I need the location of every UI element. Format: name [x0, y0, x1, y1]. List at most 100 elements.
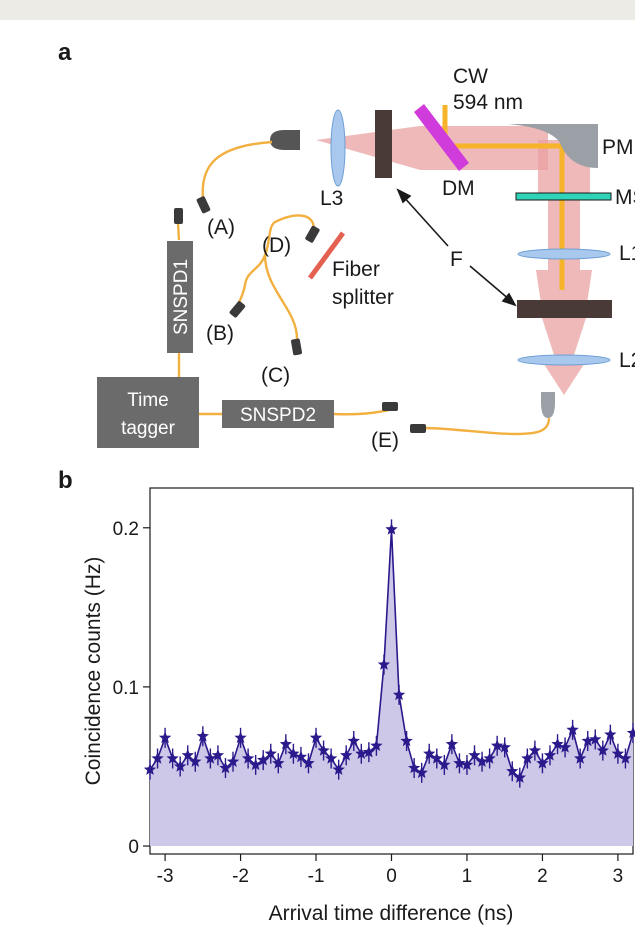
data-point — [574, 752, 587, 764]
dichroic-mirror — [414, 104, 469, 171]
data-point — [302, 756, 315, 769]
data-point — [626, 726, 635, 739]
fiber-splitter-label-2: splitter — [332, 286, 394, 309]
area-fill — [150, 529, 633, 847]
lens-l2 — [517, 354, 611, 366]
data-point — [324, 752, 338, 764]
fiber-coupler-collection — [270, 130, 300, 150]
data-point — [143, 763, 157, 775]
data-point — [196, 729, 209, 742]
data-point — [317, 744, 330, 756]
filter-arrows — [396, 188, 517, 307]
ms-label: MS — [615, 186, 635, 209]
y-tick-label: 0.2 — [113, 519, 139, 540]
data-point — [355, 747, 368, 759]
data-point — [460, 758, 474, 771]
x-tick-label: 1 — [462, 866, 473, 887]
lens-l1 — [517, 248, 611, 260]
top-band — [0, 0, 635, 20]
fiber-connectors — [174, 196, 426, 433]
data-point — [438, 758, 451, 771]
data-point — [166, 752, 179, 764]
lens-l3 — [330, 109, 346, 187]
data-point — [219, 761, 232, 774]
snspd1-label: SNSPD1 — [171, 259, 192, 335]
data-point — [287, 747, 300, 759]
snspd2-label: SNSPD2 — [240, 405, 316, 426]
data-point — [151, 752, 164, 764]
data-point — [400, 734, 413, 747]
data-point — [264, 747, 277, 759]
data-point — [536, 756, 549, 769]
data-point — [211, 748, 225, 761]
data-point — [445, 737, 459, 750]
snspd1-box — [167, 241, 193, 353]
data-point — [543, 748, 557, 761]
x-tick-label: 2 — [537, 866, 548, 887]
axes: -3 -2 -1 0 1 2 3 0 0.1 0.2 — [113, 519, 624, 887]
x-tick-label: 0 — [386, 866, 397, 887]
label-e: (E) — [371, 429, 399, 452]
data-point — [204, 752, 217, 764]
data-point — [241, 752, 255, 764]
data-point — [332, 763, 345, 775]
data-point — [362, 745, 375, 758]
f-label: F — [450, 248, 463, 271]
data-point — [430, 752, 443, 764]
cw-label: CW — [453, 65, 488, 88]
fiber-splitter — [307, 231, 346, 280]
data-point — [189, 755, 202, 767]
dm-label: DM — [442, 177, 475, 200]
optical-fibers — [176, 140, 551, 436]
data-point — [506, 764, 519, 777]
y-tick-label: 0 — [128, 837, 139, 858]
l1-label: L1 — [619, 242, 635, 265]
data-point — [423, 747, 436, 759]
pm-label: PM — [602, 136, 634, 159]
label-a: (A) — [207, 216, 235, 239]
l2-label: L2 — [619, 349, 635, 372]
x-tick-label: 3 — [613, 866, 624, 887]
data-point — [377, 658, 391, 670]
data-point — [294, 750, 308, 763]
snspd2-box — [222, 400, 334, 428]
data-point — [279, 737, 292, 750]
data-point — [551, 737, 564, 750]
label-d: (D) — [262, 234, 291, 257]
data-point — [340, 748, 353, 761]
data-point — [392, 688, 406, 701]
data-point — [257, 753, 270, 766]
data-point — [158, 731, 172, 744]
plot-area — [143, 519, 635, 847]
x-tick-label: -1 — [308, 866, 325, 887]
time-tagger-box — [97, 377, 199, 448]
data-point — [309, 731, 323, 744]
data-point — [619, 752, 632, 764]
filter-bottom — [517, 300, 612, 318]
data-point — [483, 752, 496, 764]
data-point — [558, 740, 572, 753]
panel-b-label: b — [58, 467, 73, 494]
fiber-splitter-label-1: Fiber — [332, 258, 380, 281]
data-point — [528, 744, 542, 756]
y-tick-label: 0.1 — [113, 678, 139, 699]
data-point — [408, 761, 421, 774]
data-point — [347, 734, 360, 747]
data-point — [566, 723, 579, 736]
data-point — [181, 748, 194, 761]
filter-top — [375, 110, 392, 178]
fiber-coupler-detection — [541, 392, 555, 418]
time-tagger-label-2: tagger — [121, 418, 176, 439]
data-point — [468, 748, 481, 761]
data-point — [475, 755, 489, 767]
data-point — [513, 771, 526, 783]
data-point — [249, 758, 262, 771]
x-axis-label: Arrival time difference (ns) — [269, 902, 514, 925]
l3-label: L3 — [320, 187, 343, 210]
data-point — [415, 766, 428, 779]
label-c: (C) — [261, 364, 290, 387]
data-point — [272, 756, 285, 769]
wavelength-label: 594 nm — [453, 91, 523, 114]
data-point — [226, 755, 240, 767]
